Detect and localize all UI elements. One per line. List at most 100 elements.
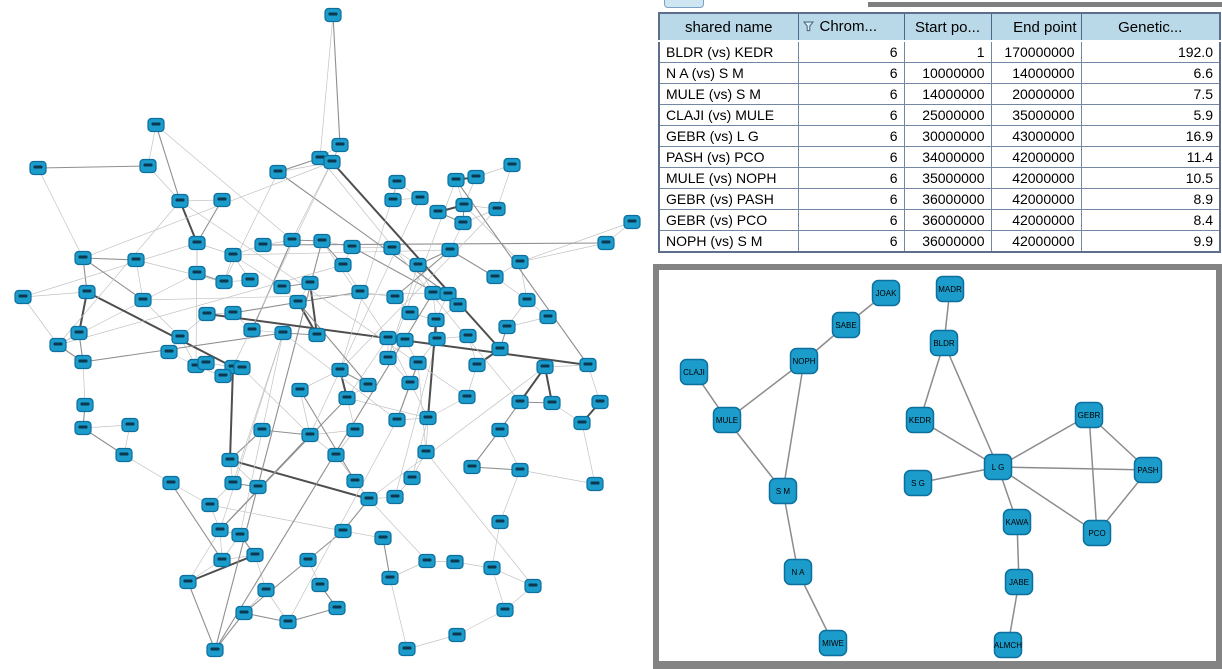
network-node[interactable]: [459, 328, 477, 344]
network-node[interactable]: [139, 158, 157, 174]
network-node[interactable]: [449, 297, 467, 313]
network-node-pash[interactable]: PASH: [1133, 456, 1163, 484]
network-node[interactable]: [418, 553, 436, 569]
network-node[interactable]: [269, 164, 287, 180]
network-node[interactable]: [221, 452, 239, 468]
network-node[interactable]: [458, 389, 476, 405]
network-node[interactable]: [233, 360, 251, 376]
network-node[interactable]: [76, 397, 94, 413]
network-node-gebr[interactable]: GEBR: [1074, 401, 1104, 429]
network-node[interactable]: [441, 242, 459, 258]
network-node[interactable]: [388, 174, 406, 190]
network-node[interactable]: [279, 614, 297, 630]
network-node[interactable]: [403, 470, 421, 486]
network-node[interactable]: [70, 325, 88, 341]
network-node[interactable]: [188, 235, 206, 251]
network-node[interactable]: [396, 332, 414, 348]
network-node-bldr[interactable]: BLDR: [929, 329, 959, 357]
network-node[interactable]: [346, 473, 364, 489]
column-header-chrom[interactable]: Chrom...: [797, 13, 904, 42]
network-node[interactable]: [224, 305, 242, 321]
network-node[interactable]: [427, 312, 445, 328]
network-node[interactable]: [291, 382, 309, 398]
subnetwork-view[interactable]: JOAK MADR SABE BLDR NOPH CLAJI KEDR GEBR MULE L G…: [659, 270, 1216, 661]
network-node[interactable]: [274, 325, 292, 341]
network-node-pco[interactable]: PCO: [1082, 519, 1112, 547]
network-node[interactable]: [188, 265, 206, 281]
network-node[interactable]: [243, 322, 261, 338]
table-row[interactable]: NOPH (vs) S M 6 36000000 42000000 9.9: [659, 230, 1220, 253]
network-node[interactable]: [384, 192, 402, 208]
network-node[interactable]: [206, 642, 224, 658]
network-node[interactable]: [424, 285, 442, 301]
network-node[interactable]: [346, 422, 364, 438]
network-node-noph[interactable]: NOPH: [789, 347, 819, 375]
network-node[interactable]: [379, 350, 397, 366]
network-node[interactable]: [498, 319, 516, 335]
network-node[interactable]: [388, 412, 406, 428]
network-node[interactable]: [623, 214, 641, 230]
column-header-shared-name[interactable]: shared name: [659, 13, 798, 42]
network-node[interactable]: [411, 190, 429, 206]
network-node[interactable]: [224, 247, 242, 263]
network-node[interactable]: [503, 157, 521, 173]
network-node[interactable]: [301, 427, 319, 443]
filter-funnel-icon[interactable]: [802, 19, 814, 36]
network-node[interactable]: [386, 489, 404, 505]
network-node[interactable]: [511, 254, 529, 270]
table-panel-tab[interactable]: [664, 0, 704, 8]
network-node[interactable]: [359, 377, 377, 393]
network-node[interactable]: [448, 627, 466, 643]
network-node[interactable]: [74, 250, 92, 266]
network-node[interactable]: [231, 527, 249, 543]
network-node[interactable]: [419, 410, 437, 426]
table-row[interactable]: GEBR (vs) L G 6 30000000 43000000 16.9: [659, 125, 1220, 147]
network-node[interactable]: [273, 279, 291, 295]
network-node[interactable]: [115, 447, 133, 463]
network-node[interactable]: [147, 117, 165, 133]
network-node-kawa[interactable]: KAWA: [1002, 508, 1032, 536]
network-node[interactable]: [241, 272, 259, 288]
network-node[interactable]: [324, 7, 342, 23]
network-node[interactable]: [401, 375, 419, 391]
network-node[interactable]: [331, 137, 349, 153]
table-row[interactable]: CLAJI (vs) MULE 6 25000000 35000000 5.9: [659, 104, 1220, 126]
network-node[interactable]: [383, 240, 401, 256]
network-node[interactable]: [429, 204, 447, 220]
network-node[interactable]: [447, 172, 465, 188]
network-node[interactable]: [343, 239, 361, 255]
network-node[interactable]: [511, 462, 529, 478]
table-row[interactable]: MULE (vs) NOPH 6 35000000 42000000 10.5: [659, 167, 1220, 189]
network-node[interactable]: [386, 289, 404, 305]
network-node-mule[interactable]: MULE: [712, 406, 742, 434]
network-node[interactable]: [379, 330, 397, 346]
network-node[interactable]: [468, 357, 486, 373]
network-node[interactable]: [409, 257, 427, 273]
network-node[interactable]: [121, 417, 139, 433]
network-node[interactable]: [417, 444, 435, 460]
network-node[interactable]: [334, 257, 352, 273]
table-row[interactable]: GEBR (vs) PASH 6 36000000 42000000 8.9: [659, 188, 1220, 210]
network-node-l-g[interactable]: L G: [983, 453, 1013, 481]
network-node[interactable]: [454, 215, 472, 231]
network-node[interactable]: [197, 355, 215, 371]
network-node[interactable]: [488, 201, 506, 217]
network-node-sabe[interactable]: SABE: [831, 311, 861, 339]
network-node[interactable]: [224, 475, 242, 491]
network-node[interactable]: [213, 552, 231, 568]
network-node[interactable]: [162, 475, 180, 491]
column-header-genetic[interactable]: Genetic...: [1080, 13, 1220, 42]
network-node[interactable]: [171, 329, 189, 345]
network-node[interactable]: [491, 341, 509, 357]
network-node[interactable]: [351, 284, 369, 300]
column-header-end-point[interactable]: End point: [990, 13, 1081, 42]
table-row[interactable]: MULE (vs) S M 6 14000000 20000000 7.5: [659, 83, 1220, 105]
network-node[interactable]: [328, 600, 346, 616]
network-node[interactable]: [327, 447, 345, 463]
network-node[interactable]: [446, 554, 464, 570]
network-node[interactable]: [134, 292, 152, 308]
network-node[interactable]: [215, 274, 233, 290]
network-node[interactable]: [235, 605, 253, 621]
network-node[interactable]: [491, 514, 509, 530]
network-node[interactable]: [398, 641, 416, 657]
